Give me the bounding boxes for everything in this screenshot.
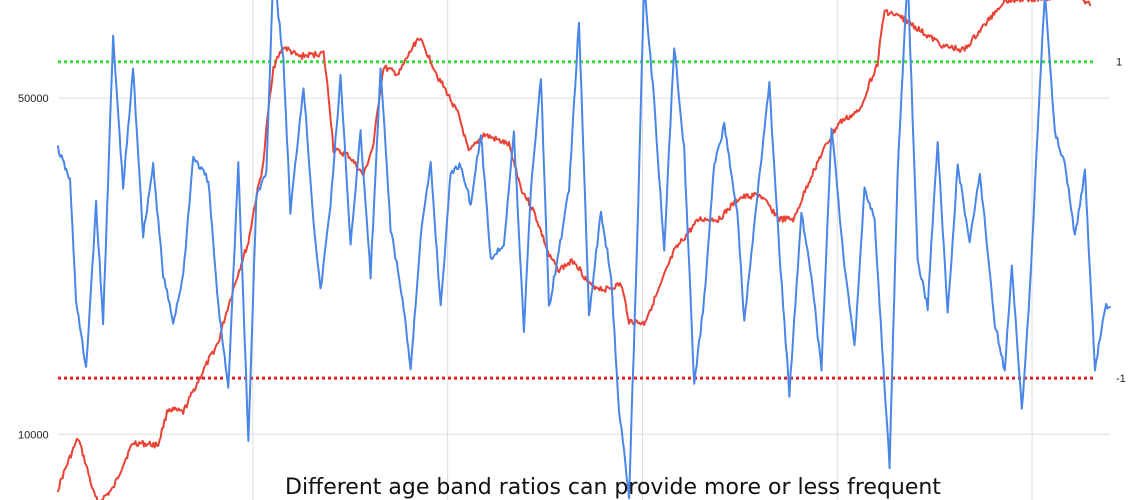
series-group [57, 0, 1111, 500]
series-line-0 [57, 0, 1091, 500]
y-right-tick-label: -1 [1116, 373, 1126, 385]
reference-lines [58, 60, 1094, 380]
y-right-tick-label: 1 [1116, 57, 1122, 69]
chart-caption: Different age band ratios can provide mo… [285, 475, 941, 500]
series-line-1 [57, 0, 1111, 500]
y-left-tick-label: 50000 [18, 93, 49, 105]
y-left-tick-label: 10000 [18, 429, 49, 441]
tick-labels: 10000 50000 1 -1 [18, 57, 1126, 442]
